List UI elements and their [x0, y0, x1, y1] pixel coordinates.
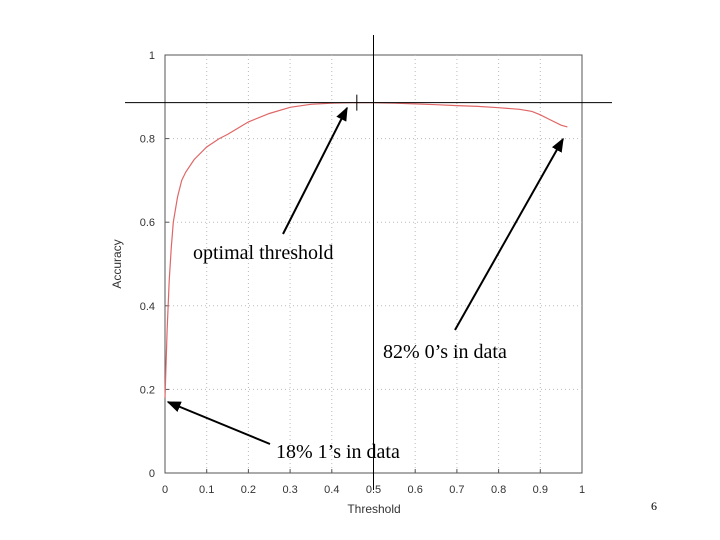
y-tick-label: 0: [149, 468, 155, 480]
x-tick-label: 0.9: [533, 484, 548, 496]
y-tick-label: 0.4: [140, 301, 155, 313]
x-tick-label: 1: [579, 484, 585, 496]
x-tick-label: 0.7: [449, 484, 464, 496]
page-number: 6: [651, 499, 657, 513]
y-tick-label: 0.2: [140, 384, 155, 396]
reference-lines: [125, 35, 612, 490]
y-axis-ticks: 0 0.2 0.4 0.6 0.8 1: [140, 50, 169, 480]
annotation-zeros-in-data: 82% 0’s in data: [383, 341, 507, 363]
y-tick-label: 0.6: [140, 217, 155, 229]
y-axis-title: Accuracy: [110, 239, 124, 288]
y-tick-label: 1: [149, 50, 155, 62]
arrow-optimal-threshold: [282, 106, 348, 235]
y-tick-label: 0.8: [140, 134, 155, 146]
x-tick-label: 0.3: [282, 484, 297, 496]
x-tick-label: 0.8: [491, 484, 506, 496]
x-tick-label: 0.2: [241, 484, 256, 496]
arrow-ones-in-data: [166, 401, 271, 445]
annotation-ones-in-data: 18% 1’s in data: [276, 441, 400, 463]
arrow-zeros-in-data: [454, 137, 564, 331]
annotation-optimal-threshold: optimal threshold: [193, 242, 334, 264]
annotations: optimal threshold 82% 0’s in data 18% 1’…: [166, 106, 564, 463]
x-tick-label: 0.1: [199, 484, 214, 496]
x-axis-title: Threshold: [347, 502, 400, 516]
plot-area: 0 0.1 0.2 0.3 0.4 0.5 0.6 0.7 0.8 0.9 1 00.20.40.6…: [125, 35, 612, 496]
x-tick-label: 0.4: [324, 484, 339, 496]
x-tick-label: 0.6: [408, 484, 423, 496]
x-tick-label: 0: [162, 484, 168, 496]
series-layer: [164, 102, 568, 398]
accuracy-curve: [164, 102, 568, 398]
